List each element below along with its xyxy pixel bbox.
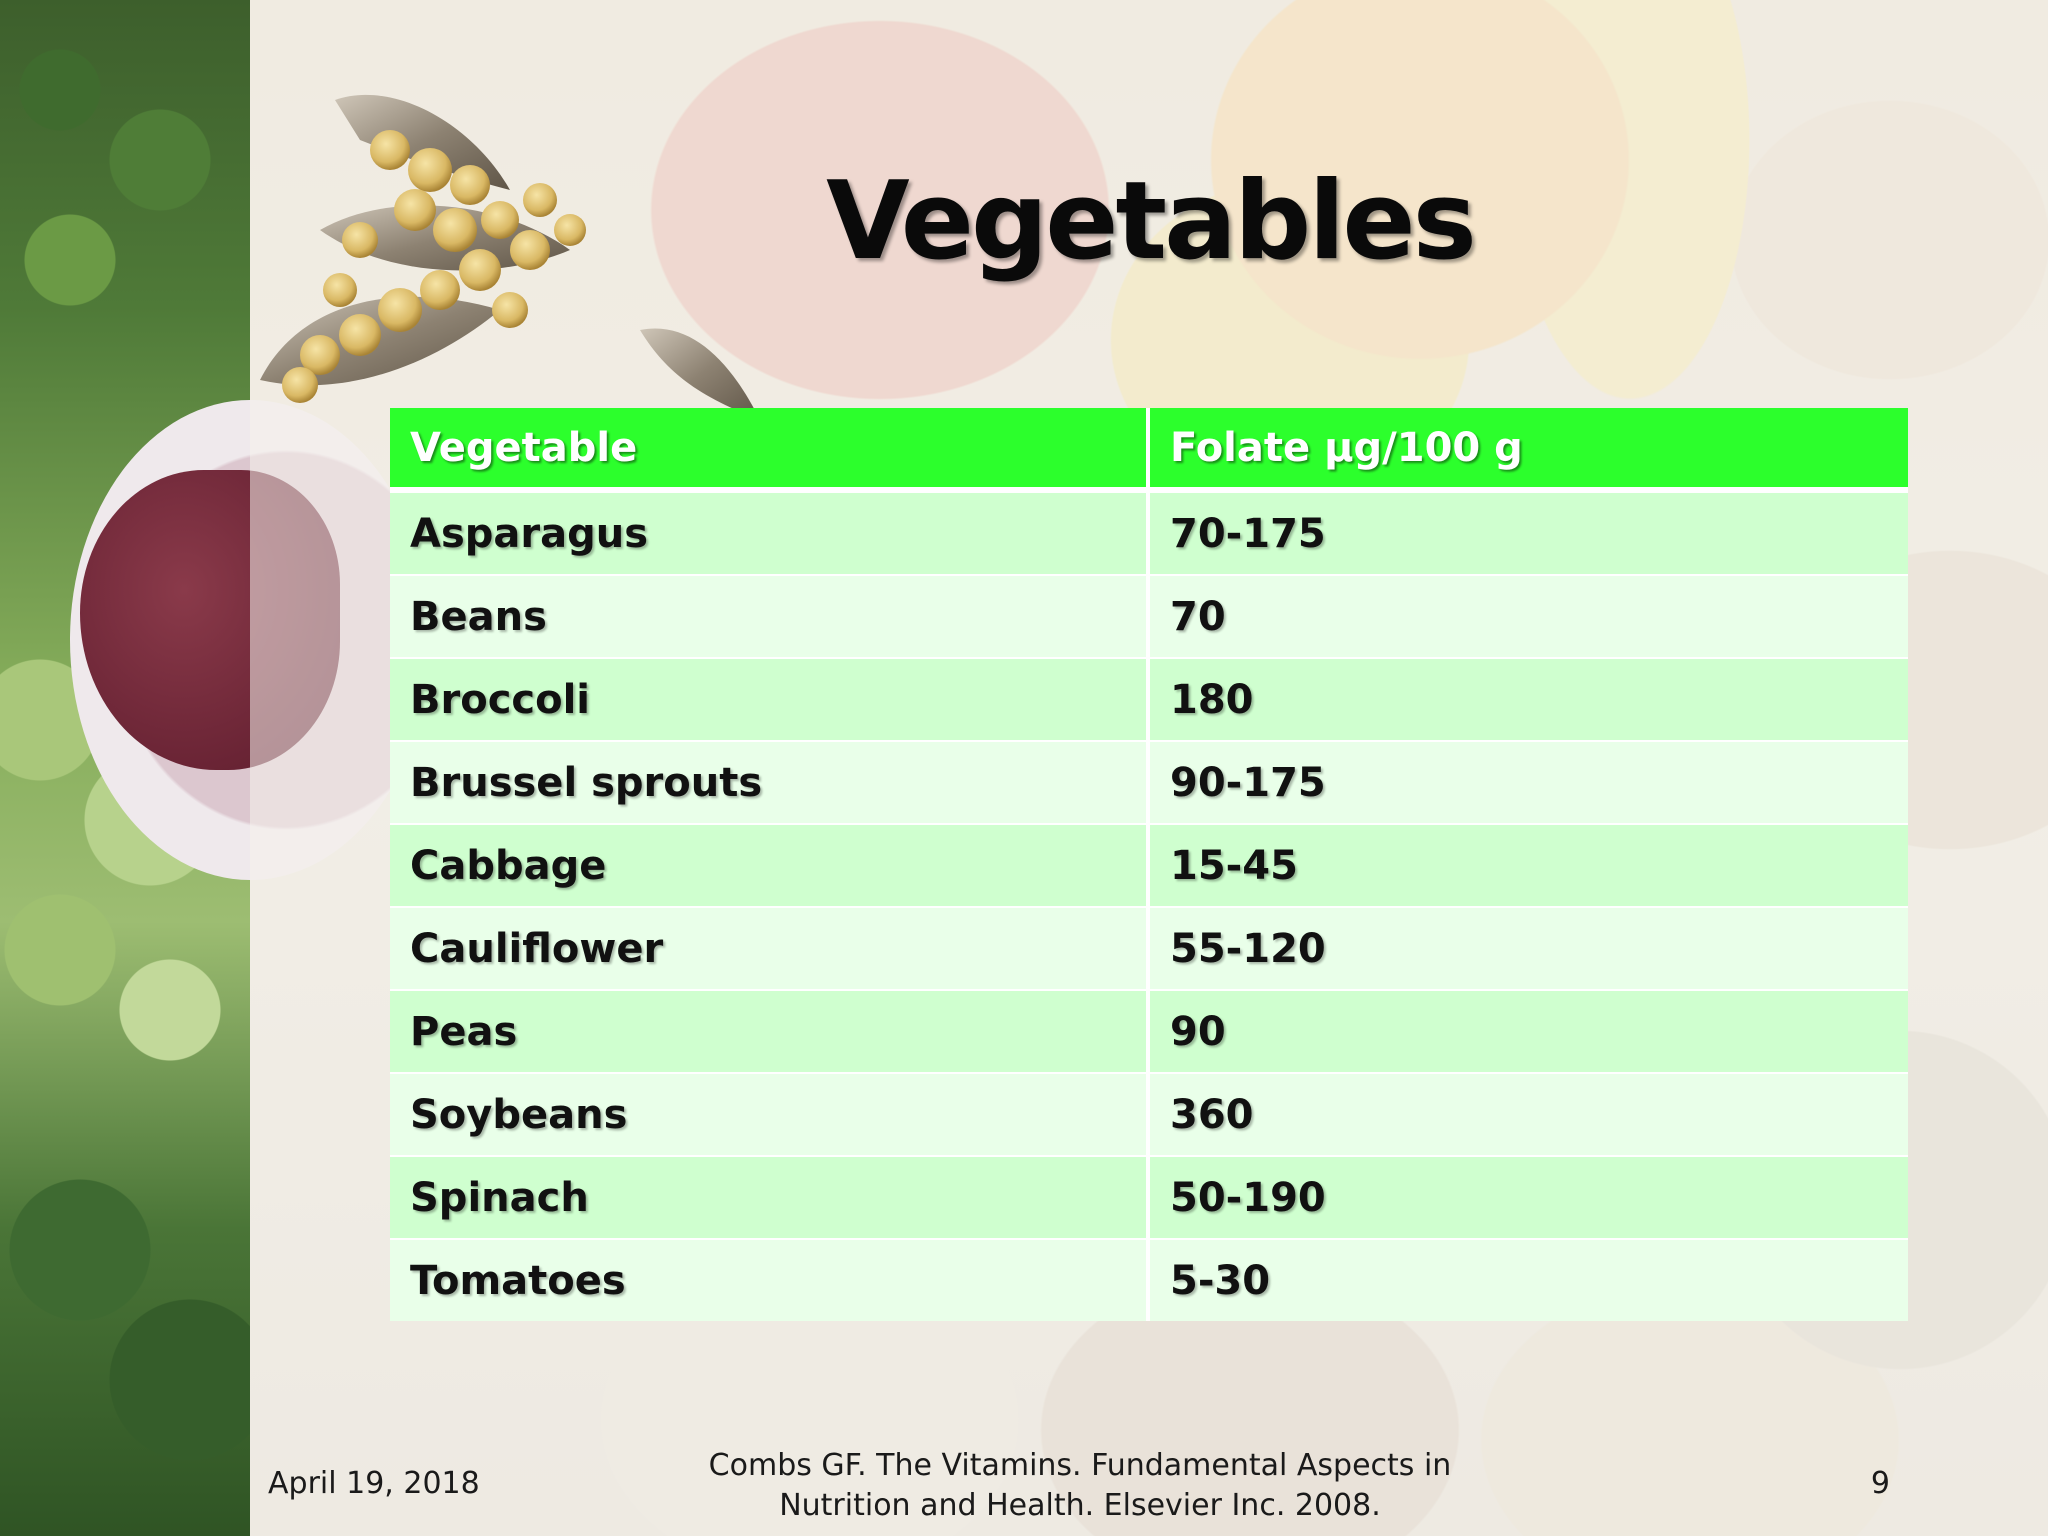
folate-cell: 70-175 [1150,491,1908,574]
table-row: Peas 90 [390,989,1908,1072]
table-row: Broccoli 180 [390,657,1908,740]
vegetable-cell: Cauliflower [390,906,1150,989]
vegetable-cell: Asparagus [390,491,1150,574]
table-row: Beans 70 [390,574,1908,657]
vegetable-cell: Beans [390,574,1150,657]
header-folate: Folate µg/100 g [1150,408,1908,491]
vegetable-cell: Brussel sprouts [390,740,1150,823]
table-row: Soybeans 360 [390,1072,1908,1155]
vegetable-cell: Broccoli [390,657,1150,740]
folate-cell: 180 [1150,657,1908,740]
citation-line-2: Nutrition and Health. Elsevier Inc. 2008… [779,1488,1381,1523]
folate-cell: 15-45 [1150,823,1908,906]
folate-cell: 360 [1150,1072,1908,1155]
vegetable-cell: Peas [390,989,1150,1072]
vegetable-cell: Cabbage [390,823,1150,906]
folate-cell: 90-175 [1150,740,1908,823]
folate-cell: 50-190 [1150,1155,1908,1238]
page-number: 9 [1870,1466,1890,1501]
vegetable-cell: Soybeans [390,1072,1150,1155]
citation-line-1: Combs GF. The Vitamins. Fundamental Aspe… [708,1448,1452,1483]
footer-date: April 19, 2018 [268,1466,480,1501]
vegetable-cell: Tomatoes [390,1238,1150,1321]
folate-cell: 90 [1150,989,1908,1072]
table-row: Asparagus 70-175 [390,491,1908,574]
table-row: Brussel sprouts 90-175 [390,740,1908,823]
header-vegetable: Vegetable [390,408,1150,491]
table-header-row: Vegetable Folate µg/100 g [390,408,1908,491]
table-row: Cabbage 15-45 [390,823,1908,906]
table-row: Cauliflower 55-120 [390,906,1908,989]
table-row: Spinach 50-190 [390,1155,1908,1238]
table-row: Tomatoes 5-30 [390,1238,1908,1321]
soybean-pods-image [260,94,760,420]
folate-cell: 70 [1150,574,1908,657]
footer-citation: Combs GF. The Vitamins. Fundamental Aspe… [700,1446,1460,1526]
folate-table: Vegetable Folate µg/100 g Asparagus 70-1… [390,408,1908,1321]
data-table: Vegetable Folate µg/100 g Asparagus 70-1… [390,408,1908,1321]
folate-cell: 5-30 [1150,1238,1908,1321]
vegetable-cell: Spinach [390,1155,1150,1238]
slide-title: Vegetables [826,159,1477,284]
folate-cell: 55-120 [1150,906,1908,989]
